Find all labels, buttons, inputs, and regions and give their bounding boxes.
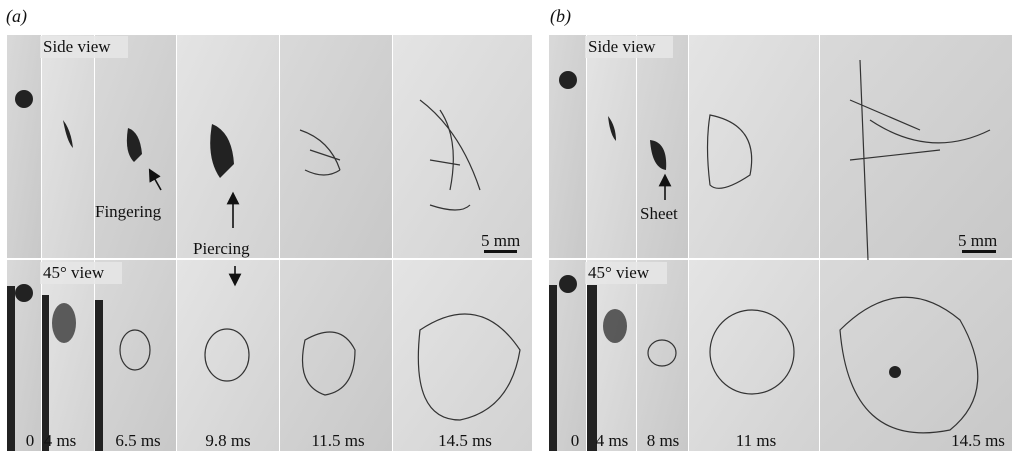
photo-frame xyxy=(689,35,819,258)
photo-frame xyxy=(820,35,1012,258)
time-label: 11.5 ms xyxy=(311,431,364,450)
time-label: 8 ms xyxy=(647,431,680,450)
photo-frame xyxy=(177,260,279,451)
photo-frames xyxy=(7,35,1012,451)
photo-frame xyxy=(549,35,586,258)
photo-frame xyxy=(7,35,41,258)
time-label: 9.8 ms xyxy=(205,431,250,450)
scale-bar-label: 5 mm xyxy=(958,231,997,250)
annotation: Piercing xyxy=(193,239,250,258)
view-title: Side view xyxy=(43,37,111,56)
time-label: 0 xyxy=(571,431,580,450)
photo-frame xyxy=(280,260,392,451)
time-label: 0 xyxy=(26,431,35,450)
photo-frame xyxy=(689,260,819,451)
photo-frame xyxy=(393,35,532,258)
time-label: 6.5 ms xyxy=(115,431,160,450)
scale-bar xyxy=(962,250,996,253)
photo-frame xyxy=(820,260,1012,451)
time-label: 14.5 ms xyxy=(951,431,1005,450)
photo-frame xyxy=(280,35,392,258)
label-bg xyxy=(585,262,667,284)
time-label: 4 ms xyxy=(596,431,629,450)
annotation: Sheet xyxy=(640,204,678,223)
view-title: Side view xyxy=(588,37,656,56)
time-label: 4 ms xyxy=(44,431,77,450)
droplet-images xyxy=(7,59,991,451)
photo-frame xyxy=(42,260,94,451)
scale-bar-label: 5 mm xyxy=(481,231,520,250)
label-bg xyxy=(585,36,673,58)
time-label: 14.5 ms xyxy=(438,431,492,450)
annotation: Fingering xyxy=(95,202,162,221)
photo-frame xyxy=(42,35,94,258)
photo-frame xyxy=(393,260,532,451)
arrow xyxy=(148,168,162,191)
scale-bar xyxy=(484,250,517,253)
photo-frame xyxy=(95,260,176,451)
label-bg xyxy=(40,36,128,58)
photo-frame xyxy=(637,260,688,451)
panel-label: (b) xyxy=(550,6,571,27)
photo-frame xyxy=(637,35,688,258)
photo-frame xyxy=(587,35,636,258)
panel-label: (a) xyxy=(6,6,27,27)
time-label: 11 ms xyxy=(736,431,776,450)
label-bg xyxy=(40,262,122,284)
view-title: 45° view xyxy=(43,263,105,282)
view-title: 45° view xyxy=(588,263,650,282)
